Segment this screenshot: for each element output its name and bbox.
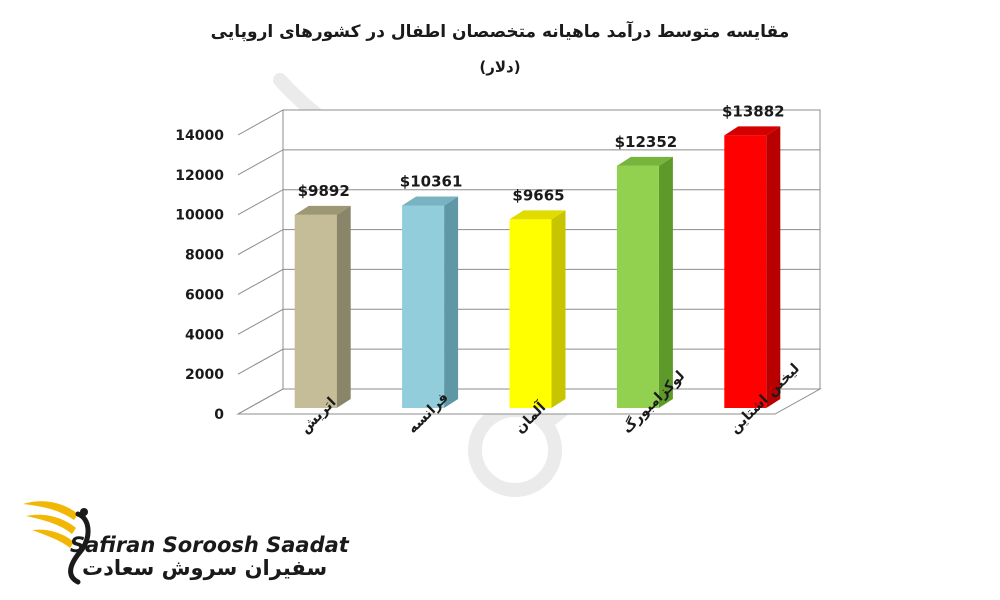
data-label: $10361 xyxy=(400,173,463,191)
y-tick-label: 10000 xyxy=(175,208,224,224)
bar-top xyxy=(724,126,781,136)
bar xyxy=(616,165,659,408)
logo-text-fa: سفیران سروش سعادت xyxy=(82,556,328,580)
y-tick-label: 14000 xyxy=(175,128,224,144)
bar xyxy=(509,219,552,408)
data-label: $9665 xyxy=(512,186,564,204)
y-tick-label: 8000 xyxy=(185,248,224,264)
bar xyxy=(724,135,767,409)
bar xyxy=(294,214,337,408)
y-tick-label: 2000 xyxy=(185,367,224,383)
data-label: $9892 xyxy=(298,182,350,200)
gridline xyxy=(237,109,820,136)
y-tick-label: 0 xyxy=(214,407,224,423)
bar-side xyxy=(551,210,566,408)
bar-side xyxy=(658,156,673,408)
chart-title: مقایسه متوسط درآمد ماهیانه متخصصان اطفال… xyxy=(210,22,790,42)
bar-side xyxy=(766,126,781,409)
bar-top xyxy=(294,205,351,215)
data-label: $13882 xyxy=(722,102,785,120)
bar-top xyxy=(509,210,566,220)
data-label: $12352 xyxy=(615,133,678,151)
logo-wing-icon xyxy=(23,501,91,585)
bar xyxy=(402,205,445,408)
y-tick-label: 4000 xyxy=(185,327,224,343)
gridline xyxy=(237,149,820,176)
bar-side xyxy=(336,205,351,408)
bar-side xyxy=(444,196,459,408)
bar-top xyxy=(402,196,459,206)
y-tick-label: 6000 xyxy=(185,287,224,303)
bar-top xyxy=(616,156,673,166)
y-tick-label: 12000 xyxy=(175,168,224,184)
chart-subtitle: (دلار) xyxy=(479,58,521,76)
logo-text-en: Safiran Soroosh Saadat xyxy=(70,533,349,557)
